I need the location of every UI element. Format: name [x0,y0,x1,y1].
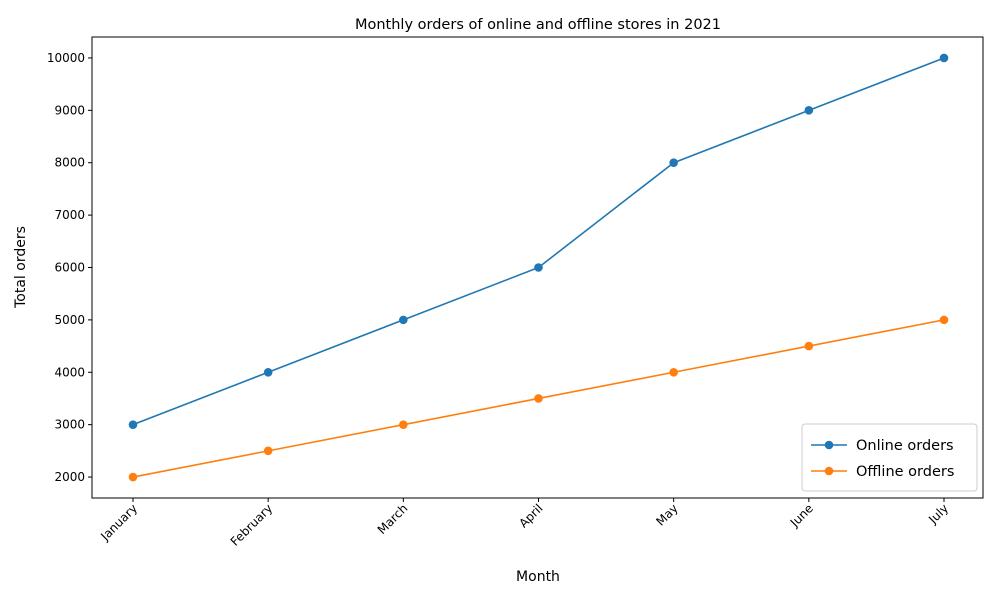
legend-label: Offline orders [856,464,954,480]
y-tick-label: 9000 [54,103,85,117]
data-point [399,420,408,429]
y-tick-label: 4000 [54,365,85,379]
data-point [939,53,949,63]
chart-title: Monthly orders of online and offline sto… [355,17,721,33]
y-tick-label: 6000 [54,261,85,275]
data-point [534,263,543,272]
data-point [399,315,408,325]
legend-box [801,423,978,492]
data-point [263,446,273,456]
series-line [132,57,945,426]
legend-label: Online orders [856,438,954,454]
y-tick-label: 5000 [54,313,85,327]
legend-swatch-marker [824,466,834,476]
data-point [804,341,814,351]
data-point [128,420,138,429]
data-point [804,106,814,115]
x-tick-label: January [97,501,140,544]
y-tick-label: 8000 [54,156,85,170]
x-tick-label: July [925,501,951,527]
y-tick-label: 2000 [54,470,85,484]
x-tick-label: June [787,501,816,530]
legend-swatch-marker [824,440,834,450]
data-point [939,315,949,325]
x-axis-title: Month [516,569,560,585]
data-point [534,394,543,403]
x-tick-label: March [375,501,411,537]
y-tick-label: 7000 [54,208,85,222]
legend: Online orders Offline orders [801,423,978,492]
x-tick-label: February [228,501,276,549]
y-axis-title: Total orders [13,226,29,309]
x-tick-label: May [653,501,680,528]
y-tick-label: 10000 [47,51,85,65]
y-tick-label: 3000 [54,418,85,432]
x-tick-label: April [516,501,545,530]
data-point [669,158,678,168]
data-point [128,472,138,482]
data-point [669,367,678,377]
data-point [263,367,273,377]
